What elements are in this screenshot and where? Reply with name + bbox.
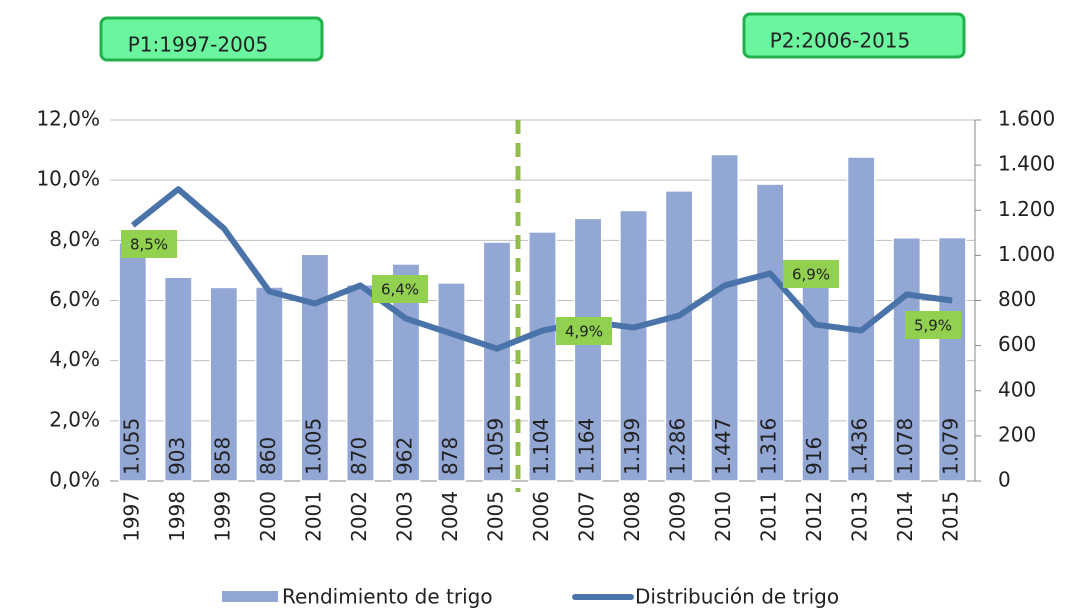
value-label: 916 — [802, 437, 826, 475]
x-tick-label: 2004 — [438, 491, 462, 542]
value-label: 870 — [347, 437, 371, 475]
bar — [846, 156, 876, 482]
y2-tick-label: 400 — [998, 377, 1036, 401]
x-tick-label: 2003 — [392, 491, 416, 542]
legend-swatch — [222, 591, 278, 602]
y-tick-label: 8,0% — [49, 227, 100, 251]
value-label: 1.059 — [483, 418, 507, 475]
y-tick-label: 2,0% — [49, 407, 100, 431]
legend-label: Distribución de trigo — [635, 585, 839, 609]
bar — [892, 237, 922, 482]
value-label: 878 — [438, 437, 462, 475]
value-label: 1.316 — [757, 418, 781, 475]
bar — [755, 183, 785, 482]
value-label: 1.005 — [301, 418, 325, 475]
x-tick-label: 2000 — [256, 491, 280, 542]
period-box — [742, 12, 966, 59]
annotation-box — [905, 311, 961, 339]
value-label: 858 — [210, 437, 234, 475]
y2-tick-label: 600 — [998, 332, 1036, 356]
annotation-box — [556, 317, 612, 345]
period-box — [99, 16, 324, 62]
value-label: 1.164 — [575, 418, 599, 475]
y2-tick-label: 200 — [998, 422, 1036, 446]
value-label: 1.055 — [119, 418, 143, 475]
y2-tick-label: 1.000 — [998, 242, 1055, 266]
y-tick-label: 12,0% — [36, 107, 100, 131]
y2-tick-label: 800 — [998, 287, 1036, 311]
annotation-box — [783, 260, 839, 288]
x-tick-label: 2008 — [620, 491, 644, 542]
annotation: 6,9% — [792, 266, 830, 284]
y-tick-label: 0,0% — [49, 468, 100, 492]
y2-tick-label: 1.400 — [998, 152, 1055, 176]
bar — [664, 190, 694, 482]
line — [130, 186, 953, 352]
value-label: 1.436 — [848, 418, 872, 475]
x-tick-label: 2009 — [666, 491, 690, 542]
value-label: 1.104 — [529, 418, 553, 475]
annotation-box — [121, 230, 177, 258]
value-label: 1.079 — [939, 418, 963, 475]
bar — [163, 276, 193, 482]
bar — [209, 286, 239, 482]
value-label: 1.447 — [711, 418, 735, 475]
y-tick-label: 10,0% — [36, 167, 100, 191]
x-tick-label: 2011 — [757, 491, 781, 542]
period-label: P1:1997-2005 — [128, 33, 269, 57]
x-tick-label: 1997 — [119, 491, 143, 542]
bar — [937, 236, 967, 482]
value-label: 962 — [392, 437, 416, 475]
bar — [482, 241, 512, 482]
y-tick-label: 4,0% — [49, 347, 100, 371]
x-tick-label: 1999 — [210, 491, 234, 542]
bar — [300, 253, 330, 482]
period-label: P2:2006-2015 — [770, 29, 911, 53]
y-tick-label: 6,0% — [49, 287, 100, 311]
annotation: 8,5% — [130, 236, 168, 254]
x-tick-label: 2014 — [893, 491, 917, 542]
y2-tick-label: 1.200 — [998, 197, 1055, 221]
x-tick-label: 2001 — [301, 491, 325, 542]
value-label: 860 — [256, 437, 280, 475]
x-tick-label: 2010 — [711, 491, 735, 542]
x-tick-label: 2013 — [848, 491, 872, 542]
bar — [437, 282, 466, 482]
x-tick-label: 1998 — [165, 491, 189, 542]
bar — [573, 217, 603, 482]
bar — [619, 209, 648, 482]
bar — [710, 153, 740, 482]
annotation: 4,9% — [565, 323, 603, 341]
y2-tick-label: 1.600 — [998, 107, 1055, 131]
value-label: 903 — [165, 437, 189, 475]
value-label: 1.078 — [893, 418, 917, 475]
x-tick-label: 2015 — [939, 491, 963, 542]
x-tick-label: 2006 — [529, 491, 553, 542]
x-tick-label: 2012 — [802, 491, 826, 542]
bar — [118, 242, 148, 482]
x-tick-label: 2007 — [575, 491, 599, 542]
x-tick-label: 2002 — [347, 491, 371, 542]
annotation-box — [372, 275, 428, 303]
annotation: 6,4% — [381, 281, 419, 299]
bar — [801, 273, 831, 482]
value-label: 1.286 — [666, 418, 690, 475]
x-tick-label: 2005 — [483, 491, 507, 542]
bar — [528, 231, 557, 482]
annotation: 5,9% — [914, 317, 952, 335]
value-label: 1.199 — [620, 418, 644, 475]
y2-tick-label: 0 — [998, 468, 1011, 492]
legend-label: Rendimiento de trigo — [282, 585, 493, 609]
